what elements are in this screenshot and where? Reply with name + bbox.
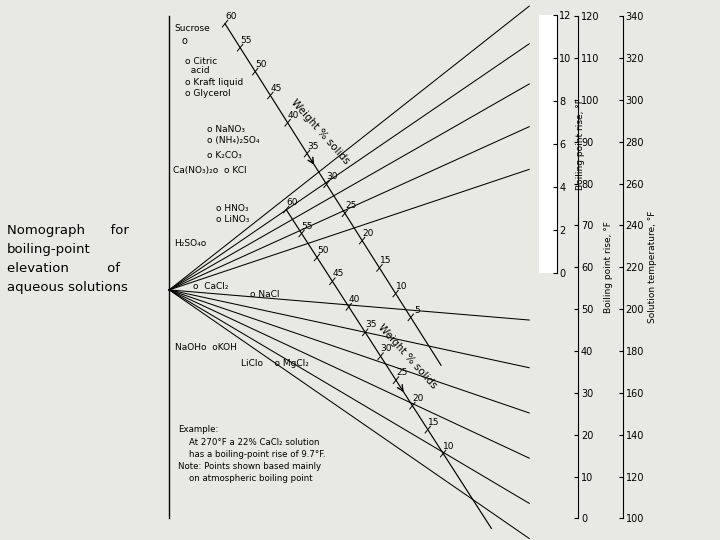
Text: H₂SO₄o: H₂SO₄o bbox=[174, 239, 207, 248]
Y-axis label: Solution temperature, °F: Solution temperature, °F bbox=[649, 211, 657, 323]
Text: 20: 20 bbox=[413, 394, 424, 403]
Text: 30: 30 bbox=[327, 172, 338, 181]
Y-axis label: Boiling point rise, °F: Boiling point rise, °F bbox=[603, 221, 613, 313]
Text: o Kraft liquid: o Kraft liquid bbox=[185, 78, 243, 87]
Text: acid: acid bbox=[185, 66, 210, 75]
Text: 50: 50 bbox=[256, 60, 267, 69]
Text: LiClo    o MgCl₂: LiClo o MgCl₂ bbox=[241, 359, 309, 368]
Text: 40: 40 bbox=[349, 295, 361, 304]
Text: o HNO₃: o HNO₃ bbox=[216, 204, 248, 213]
Text: 50: 50 bbox=[317, 246, 328, 254]
Text: 25: 25 bbox=[345, 201, 356, 211]
Text: 45: 45 bbox=[333, 269, 344, 279]
Text: 60: 60 bbox=[287, 198, 298, 207]
Text: Sucrose: Sucrose bbox=[174, 24, 210, 33]
Text: o NaCl: o NaCl bbox=[251, 290, 279, 299]
Text: o  CaCl₂: o CaCl₂ bbox=[193, 282, 228, 291]
Text: 15: 15 bbox=[379, 256, 391, 265]
Text: 35: 35 bbox=[307, 141, 319, 151]
Text: o LiNO₃: o LiNO₃ bbox=[216, 214, 249, 224]
Text: NaOHo  oKOH: NaOHo oKOH bbox=[174, 343, 236, 352]
Text: 30: 30 bbox=[381, 345, 392, 353]
Text: 45: 45 bbox=[271, 84, 282, 93]
Text: Example:
    At 270°F a 22% CaCl₂ solution
    has a boiling-point rise of 9.7°F: Example: At 270°F a 22% CaCl₂ solution h… bbox=[179, 426, 325, 483]
Text: o Glycerol: o Glycerol bbox=[185, 89, 231, 98]
Text: o NaNO₃: o NaNO₃ bbox=[207, 125, 245, 134]
Text: 10: 10 bbox=[396, 282, 408, 291]
Text: o (NH₄)₂SO₄: o (NH₄)₂SO₄ bbox=[207, 136, 259, 145]
Text: Ca(NO₃)₂o  o KCl: Ca(NO₃)₂o o KCl bbox=[173, 166, 246, 175]
Text: Nomograph      for
boiling-point
elevation         of
aqueous solutions: Nomograph for boiling-point elevation of… bbox=[7, 224, 129, 294]
Text: 60: 60 bbox=[225, 12, 237, 21]
Text: Weight % solids: Weight % solids bbox=[377, 323, 439, 391]
Text: Weight % solids: Weight % solids bbox=[289, 98, 351, 166]
Text: 10: 10 bbox=[444, 442, 455, 450]
Y-axis label: Boiling point rise, °F: Boiling point rise, °F bbox=[576, 98, 585, 190]
Text: o: o bbox=[181, 36, 188, 46]
Text: o K₂CO₃: o K₂CO₃ bbox=[207, 151, 242, 160]
Text: 40: 40 bbox=[288, 111, 300, 120]
Text: 55: 55 bbox=[240, 36, 252, 45]
Text: 5: 5 bbox=[414, 306, 420, 315]
Text: 20: 20 bbox=[362, 229, 374, 238]
Text: 25: 25 bbox=[396, 368, 408, 377]
Text: 15: 15 bbox=[428, 418, 439, 427]
Text: 35: 35 bbox=[365, 320, 377, 329]
Text: o Citric: o Citric bbox=[185, 57, 217, 66]
Text: 55: 55 bbox=[302, 221, 313, 231]
